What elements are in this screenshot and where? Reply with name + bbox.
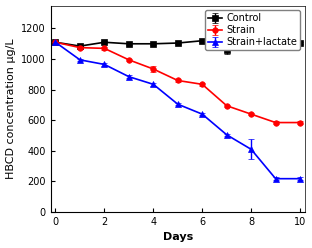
Legend: Control, Strain, Strain+lactate: Control, Strain, Strain+lactate <box>205 10 300 50</box>
X-axis label: Days: Days <box>163 232 193 243</box>
Y-axis label: HBCD concentration μg/L: HBCD concentration μg/L <box>6 38 16 179</box>
